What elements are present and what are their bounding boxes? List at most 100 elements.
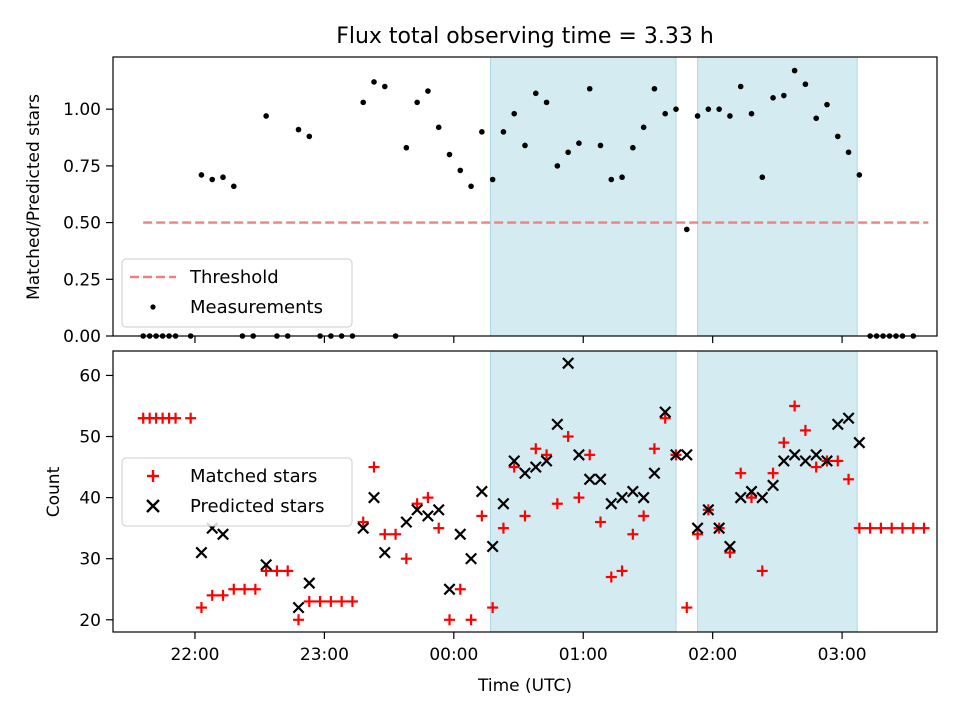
- predicted-star-marker: [777, 454, 790, 467]
- predicted-star-marker: [411, 503, 424, 516]
- legend-measurement-label: Measurements: [190, 297, 323, 318]
- shaded-interval-1: [489, 56, 677, 337]
- predicted-star-marker: [551, 418, 564, 431]
- predicted-star-marker: [723, 540, 736, 553]
- matched-star-marker: [756, 565, 768, 577]
- bottom-y-axis-label: Count: [44, 466, 64, 517]
- matched-star-marker: [239, 583, 251, 595]
- matched-star-marker: [303, 595, 315, 607]
- top-panel: 0.00 0.25 0.50 0.75 1.00 Matched/Predicted s…: [24, 56, 938, 347]
- legend-predicted-label: Predicted stars: [190, 496, 324, 517]
- matched-star-marker: [487, 602, 499, 614]
- measurement-point: [263, 113, 269, 119]
- y-tick-label: 60: [79, 366, 101, 386]
- measurement-point: [673, 106, 679, 112]
- bottom-shaded-regions: [489, 350, 858, 633]
- y-tick-label: 30: [79, 550, 101, 570]
- measurement-point: [737, 83, 744, 90]
- predicted-star-marker: [519, 467, 531, 480]
- predicted-star-marker: [443, 583, 456, 596]
- predicted-star-marker: [756, 491, 769, 504]
- y-tick-label: 40: [79, 489, 101, 509]
- matched-star-marker: [433, 522, 445, 534]
- matched-star-marker: [379, 528, 391, 540]
- matched-star-marker: [346, 595, 358, 607]
- matched-star-marker: [551, 498, 563, 510]
- matched-star-marker: [918, 522, 930, 534]
- matched-star-marker: [465, 614, 477, 626]
- measurement-point: [198, 172, 205, 178]
- matched-star-marker: [530, 443, 542, 455]
- predicted-star-marker: [368, 491, 380, 504]
- matched-star-marker: [659, 412, 671, 424]
- predicted-star-marker: [734, 491, 747, 504]
- predicted-star-marker: [648, 467, 661, 480]
- measurement-point: [716, 106, 722, 112]
- measurement-point: [608, 176, 615, 183]
- matched-star-marker: [357, 516, 369, 528]
- measurement-point: [856, 172, 863, 178]
- matched-star-marker: [411, 498, 423, 510]
- y-tick-label: 0.75: [63, 157, 101, 177]
- legend-predicted-swatch: [146, 499, 160, 513]
- matched-star-marker: [519, 510, 531, 522]
- matched-star-marker: [390, 528, 402, 540]
- matched-star-marker: [185, 412, 197, 424]
- matched-star-marker: [616, 565, 628, 577]
- shaded-interval-2: [697, 350, 858, 633]
- matched-star-marker: [745, 492, 757, 504]
- measurement-point: [640, 124, 647, 131]
- matched-star-marker: [508, 461, 520, 473]
- predicted-star-marker: [421, 509, 434, 522]
- measurement-point: [414, 99, 420, 106]
- top-legend-box: [121, 258, 353, 328]
- measurement-point: [586, 85, 593, 92]
- matched-star-marker: [886, 522, 898, 534]
- predicted-star-marker: [659, 406, 672, 419]
- x-tick-label: 23:00: [300, 645, 349, 665]
- predicted-star-marker: [260, 558, 273, 571]
- matched-star-marker: [789, 400, 801, 412]
- matched-star-marker: [810, 461, 822, 473]
- predicted-star-marker: [400, 516, 413, 529]
- top-y-ticks: 0.00 0.25 0.50 0.75 1.00: [63, 100, 113, 347]
- matched-star-marker: [260, 565, 272, 577]
- matched-star-marker: [638, 510, 650, 522]
- x-tick-label: 02:00: [688, 645, 737, 665]
- matched-star-marker: [681, 602, 693, 614]
- measurement-point: [813, 115, 820, 122]
- measurement-point: [619, 174, 625, 181]
- predicted-star-marker: [821, 454, 833, 467]
- measurement-point: [834, 133, 841, 140]
- x-tick-label: 22:00: [170, 645, 219, 665]
- matched-star-marker: [400, 553, 412, 565]
- matched-star-marker: [864, 522, 876, 534]
- matched-star-marker: [271, 565, 283, 577]
- measurement-point: [457, 167, 464, 174]
- predicted-star-marker: [292, 601, 305, 614]
- measurement-point: [554, 163, 561, 169]
- predicted-star-markers: [195, 357, 866, 614]
- measurement-point: [479, 129, 485, 135]
- predicted-star-marker: [432, 503, 445, 516]
- matched-star-marker: [843, 473, 855, 485]
- matched-star-marker: [907, 522, 919, 534]
- predicted-star-marker: [195, 546, 208, 559]
- shaded-interval-1: [489, 350, 677, 633]
- bottom-y-ticks: 20 30 40 50 60: [79, 366, 113, 631]
- predicted-star-marker: [497, 497, 510, 510]
- measurement-point: [630, 144, 636, 151]
- measurement-point: [220, 174, 226, 181]
- y-tick-label: 0.25: [63, 270, 101, 290]
- measurement-point: [576, 140, 582, 146]
- predicted-star-marker: [788, 448, 801, 461]
- bottom-legend-box: [121, 457, 353, 527]
- x-tick-label: 03:00: [818, 645, 867, 665]
- matched-star-marker: [293, 614, 305, 626]
- predicted-star-marker: [562, 357, 575, 370]
- y-tick-label: 0.50: [63, 214, 101, 234]
- predicted-star-marker: [670, 448, 682, 461]
- measurement-point: [705, 106, 712, 112]
- matched-star-marker: [562, 431, 574, 443]
- top-x-ticks: [194, 336, 843, 343]
